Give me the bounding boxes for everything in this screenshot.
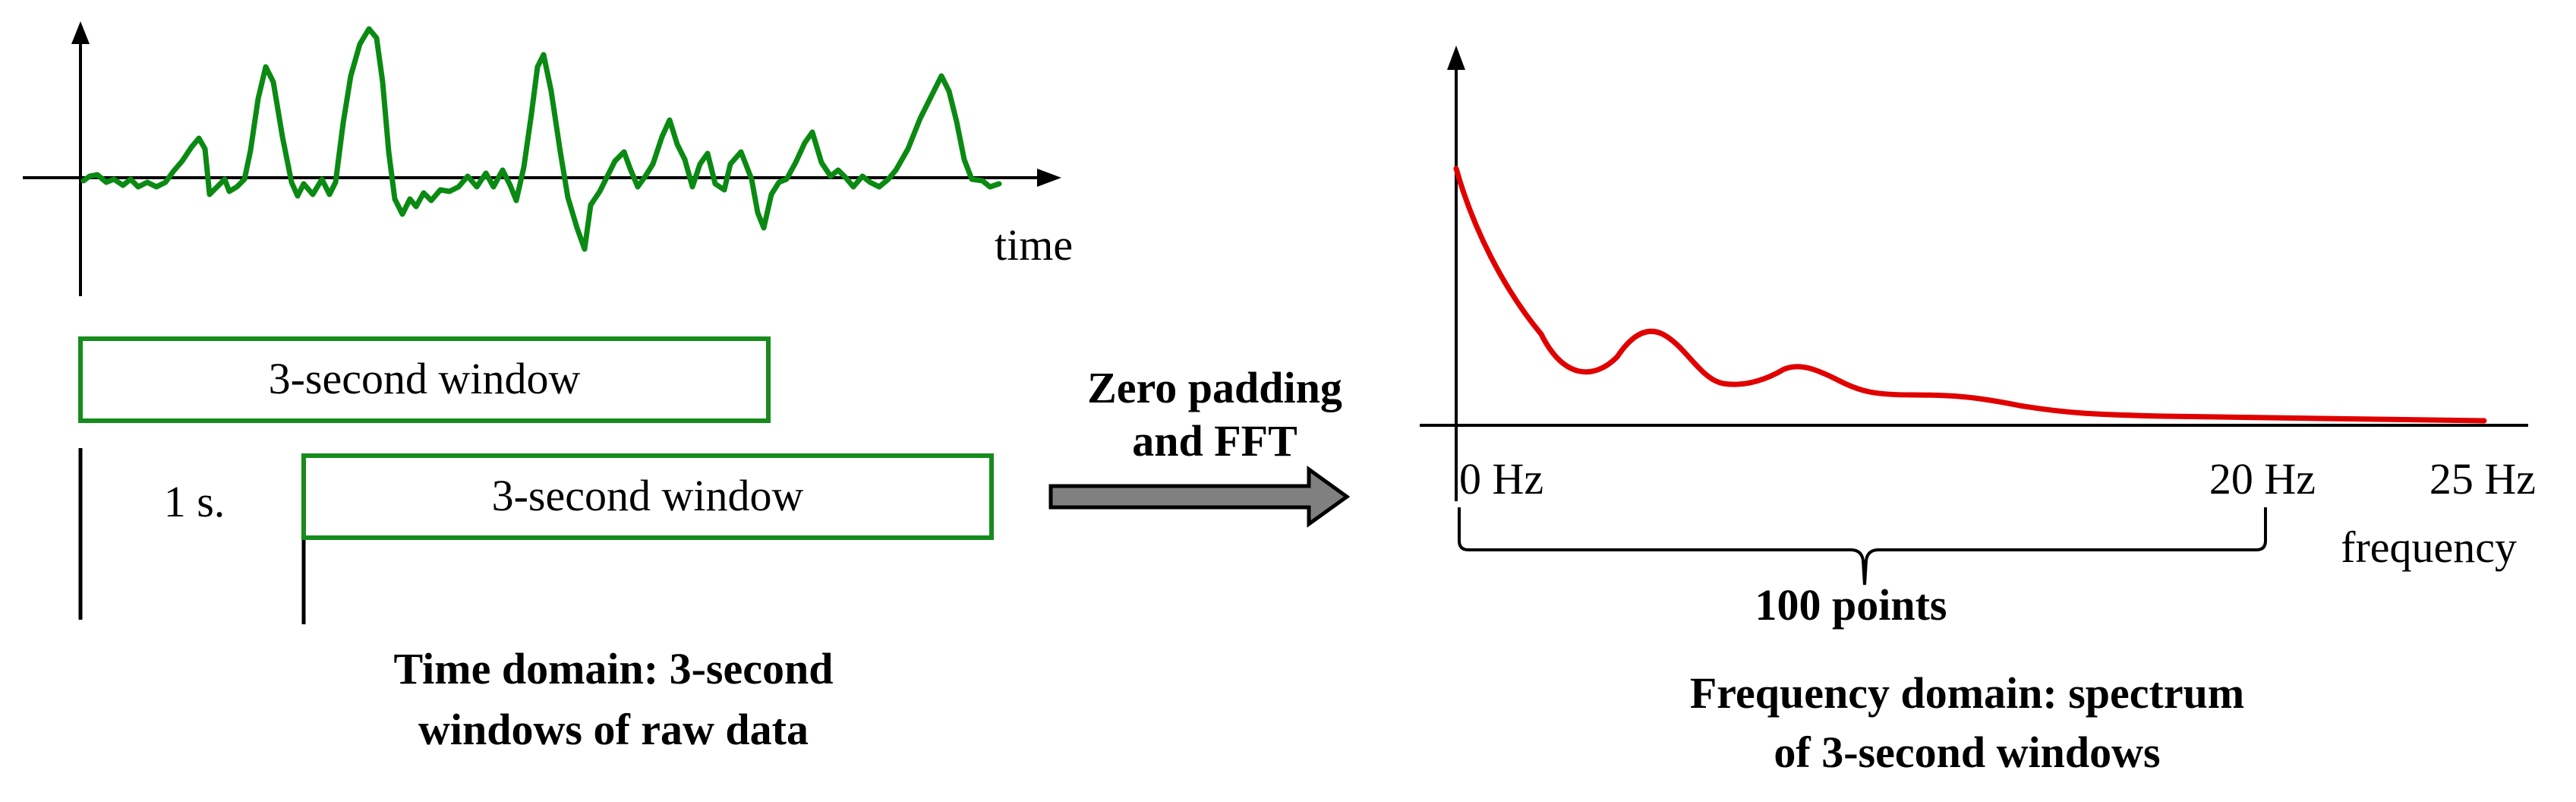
window-1-box: [78, 336, 771, 423]
tick-25hz: 25 Hz: [2429, 454, 2536, 504]
process-label-line2: and FFT: [1132, 416, 1297, 466]
window-2-label: 3-second window: [492, 471, 804, 520]
window-2-box: [301, 453, 994, 540]
frequency-domain-panel: 0 Hz 20 Hz 25 Hz frequency 100 points Fr…: [1420, 46, 2536, 777]
time-domain-panel: time 3-second window 1 s. 3-second windo…: [23, 21, 1073, 754]
time-caption-line1: Time domain: 3-second: [394, 644, 834, 693]
tick-0hz: 0 Hz: [1459, 454, 1543, 504]
freq-caption-line2: of 3-second windows: [1774, 728, 2160, 777]
brace-label: 100 points: [1755, 580, 1947, 630]
tick-20hz: 20 Hz: [2209, 454, 2316, 504]
raw-signal-line: [80, 26, 1002, 252]
offset-label: 1 s.: [164, 477, 225, 526]
arrow-right-icon: [1048, 466, 1351, 528]
window-1-label: 3-second window: [269, 354, 581, 403]
process-label-line1: Zero padding: [1087, 363, 1342, 412]
spectrum-curve: [1453, 166, 2487, 424]
time-y-axis-arrowhead: [71, 21, 90, 44]
time-axis-label: time: [995, 220, 1073, 270]
freq-caption-line1: Frequency domain: spectrum: [1690, 668, 2244, 718]
frequency-axis-label: frequency: [2341, 523, 2517, 572]
freq-y-axis-arrowhead: [1447, 46, 1465, 70]
points-brace: [1458, 507, 2267, 586]
time-caption-line2: windows of raw data: [418, 705, 809, 754]
process-step: Zero padding and FFT: [1048, 363, 1351, 528]
time-x-axis-arrowhead: [1037, 169, 1061, 187]
